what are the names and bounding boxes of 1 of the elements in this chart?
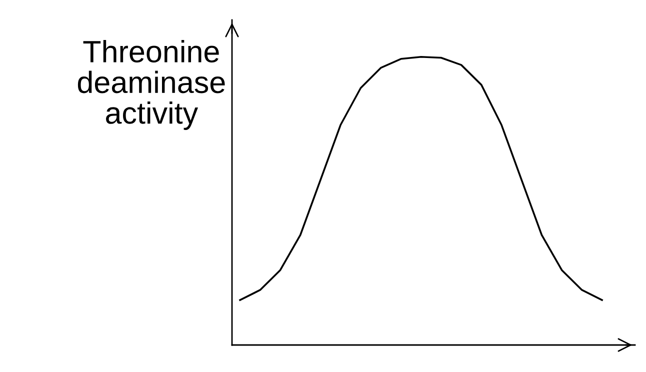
y-axis-title: Threonine deaminase activity [78,40,225,130]
